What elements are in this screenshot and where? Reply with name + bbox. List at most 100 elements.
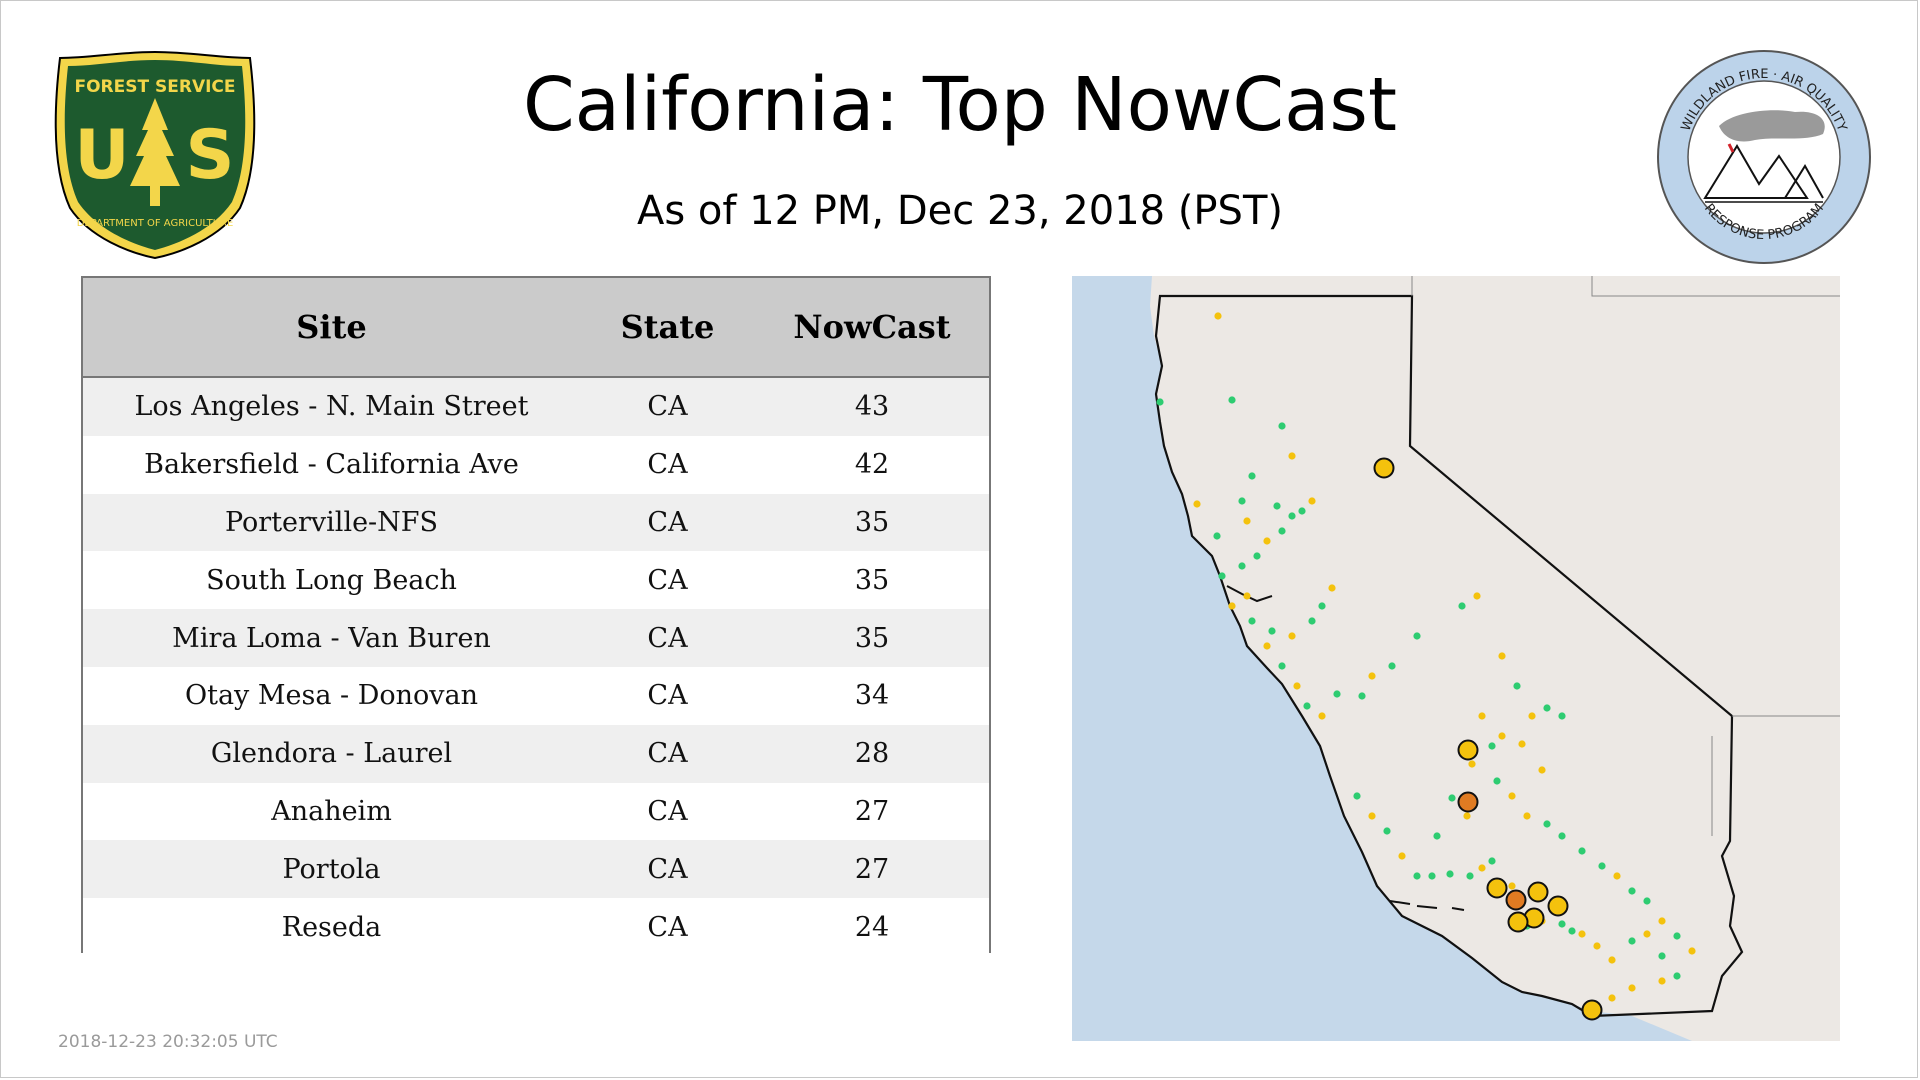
table-row: Porterville-NFS CA 35 <box>83 493 989 552</box>
monitor-marker <box>1288 452 1296 460</box>
monitor-marker <box>1193 500 1201 508</box>
table-row: Portola CA 27 <box>83 840 989 899</box>
top-site-marker <box>1507 911 1529 933</box>
monitor-marker <box>1243 592 1251 600</box>
monitor-marker <box>1413 872 1421 880</box>
cell-state: CA <box>580 782 755 841</box>
monitor-marker <box>1446 870 1454 878</box>
monitor-marker <box>1368 672 1376 680</box>
land-area <box>1150 276 1840 1041</box>
cell-site: Bakersfield - California Ave <box>83 435 580 494</box>
monitor-marker <box>1468 760 1476 768</box>
monitor-marker <box>1578 847 1586 855</box>
cell-state: CA <box>580 666 755 725</box>
monitor-marker <box>1628 937 1636 945</box>
top-site-marker <box>1457 739 1479 761</box>
monitor-marker <box>1413 632 1421 640</box>
monitor-marker <box>1488 857 1496 865</box>
monitor-marker <box>1608 994 1616 1002</box>
top-site-marker <box>1547 895 1569 917</box>
cell-state: CA <box>580 840 755 899</box>
monitor-marker <box>1673 932 1681 940</box>
wildland-fire-logo: WILDLAND FIRE · AIR QUALITY RESPONSE PRO… <box>1657 50 1871 264</box>
monitor-marker <box>1288 632 1296 640</box>
monitor-marker <box>1613 872 1621 880</box>
monitor-marker <box>1214 312 1222 320</box>
cell-state: CA <box>580 435 755 494</box>
top-site-marker <box>1373 457 1395 479</box>
cell-nowcast: 24 <box>755 898 989 956</box>
fire-icon <box>1727 143 1735 153</box>
cell-nowcast: 42 <box>755 435 989 494</box>
monitor-marker <box>1278 527 1286 535</box>
cell-site: Mira Loma - Van Buren <box>83 609 580 667</box>
table-row: Otay Mesa - Donovan CA 34 <box>83 666 989 725</box>
cell-site: Portola <box>83 840 580 899</box>
cell-nowcast: 43 <box>755 377 989 436</box>
cell-state: CA <box>580 724 755 783</box>
monitor-marker <box>1278 422 1286 430</box>
table-row: Anaheim CA 27 <box>83 782 989 841</box>
monitor-marker <box>1466 872 1474 880</box>
letter-u: U <box>74 116 129 195</box>
monitor-marker <box>1593 942 1601 950</box>
monitor-marker <box>1493 777 1501 785</box>
monitor-marker <box>1318 712 1326 720</box>
cell-state: CA <box>580 377 755 436</box>
monitor-marker <box>1478 712 1486 720</box>
mountain-icon <box>1703 144 1809 199</box>
table-row: Glendora - Laurel CA 28 <box>83 724 989 783</box>
monitor-marker <box>1473 592 1481 600</box>
monitor-marker <box>1568 927 1576 935</box>
monitor-marker <box>1268 627 1276 635</box>
top-site-marker <box>1457 791 1479 813</box>
table-row: South Long Beach CA 35 <box>83 551 989 610</box>
monitor-marker <box>1628 984 1636 992</box>
monitor-marker <box>1498 652 1506 660</box>
monitor-marker <box>1428 872 1436 880</box>
cell-site: Los Angeles - N. Main Street <box>83 377 580 436</box>
california-border <box>1154 294 1744 1018</box>
monitor-marker <box>1643 930 1651 938</box>
top-site-marker <box>1486 877 1508 899</box>
monitor-marker <box>1543 704 1551 712</box>
table-row: Bakersfield - California Ave CA 42 <box>83 435 989 494</box>
monitor-marker <box>1383 827 1391 835</box>
smoke-icon <box>1719 110 1825 142</box>
monitor-marker <box>1673 972 1681 980</box>
monitor-marker <box>1513 682 1521 690</box>
top-site-marker <box>1527 881 1549 903</box>
monitor-marker <box>1213 532 1221 540</box>
monitor-marker <box>1263 537 1271 545</box>
monitor-marker <box>1598 862 1606 870</box>
monitor-marker <box>1658 952 1666 960</box>
monitor-marker <box>1448 794 1456 802</box>
monitor-marker <box>1558 832 1566 840</box>
monitor-marker <box>1433 832 1441 840</box>
cell-nowcast: 28 <box>755 724 989 783</box>
monitor-marker <box>1488 742 1496 750</box>
monitor-marker <box>1278 662 1286 670</box>
monitor-marker <box>1558 920 1566 928</box>
monitor-marker <box>1238 497 1246 505</box>
monitor-marker <box>1498 732 1506 740</box>
table-header-row: Site State NowCast <box>83 278 989 378</box>
monitor-marker <box>1263 642 1271 650</box>
california-map <box>1072 276 1840 1041</box>
cell-nowcast: 35 <box>755 551 989 610</box>
table-row: Los Angeles - N. Main Street CA 43 <box>83 377 989 436</box>
monitor-marker <box>1463 812 1471 820</box>
monitor-marker <box>1243 517 1251 525</box>
monitor-marker <box>1156 398 1164 406</box>
svg-text:DEPARTMENT OF AGRICULTURE: DEPARTMENT OF AGRICULTURE <box>77 218 234 229</box>
monitor-marker <box>1303 702 1311 710</box>
monitor-marker <box>1688 947 1696 955</box>
cell-nowcast: 34 <box>755 666 989 725</box>
monitor-marker <box>1643 897 1651 905</box>
page-subtitle: As of 12 PM, Dec 23, 2018 (PST) <box>637 188 1283 234</box>
page-title: California: Top NowCast <box>523 62 1397 148</box>
monitor-marker <box>1518 740 1526 748</box>
monitor-marker <box>1333 690 1341 698</box>
cell-site: South Long Beach <box>83 551 580 610</box>
